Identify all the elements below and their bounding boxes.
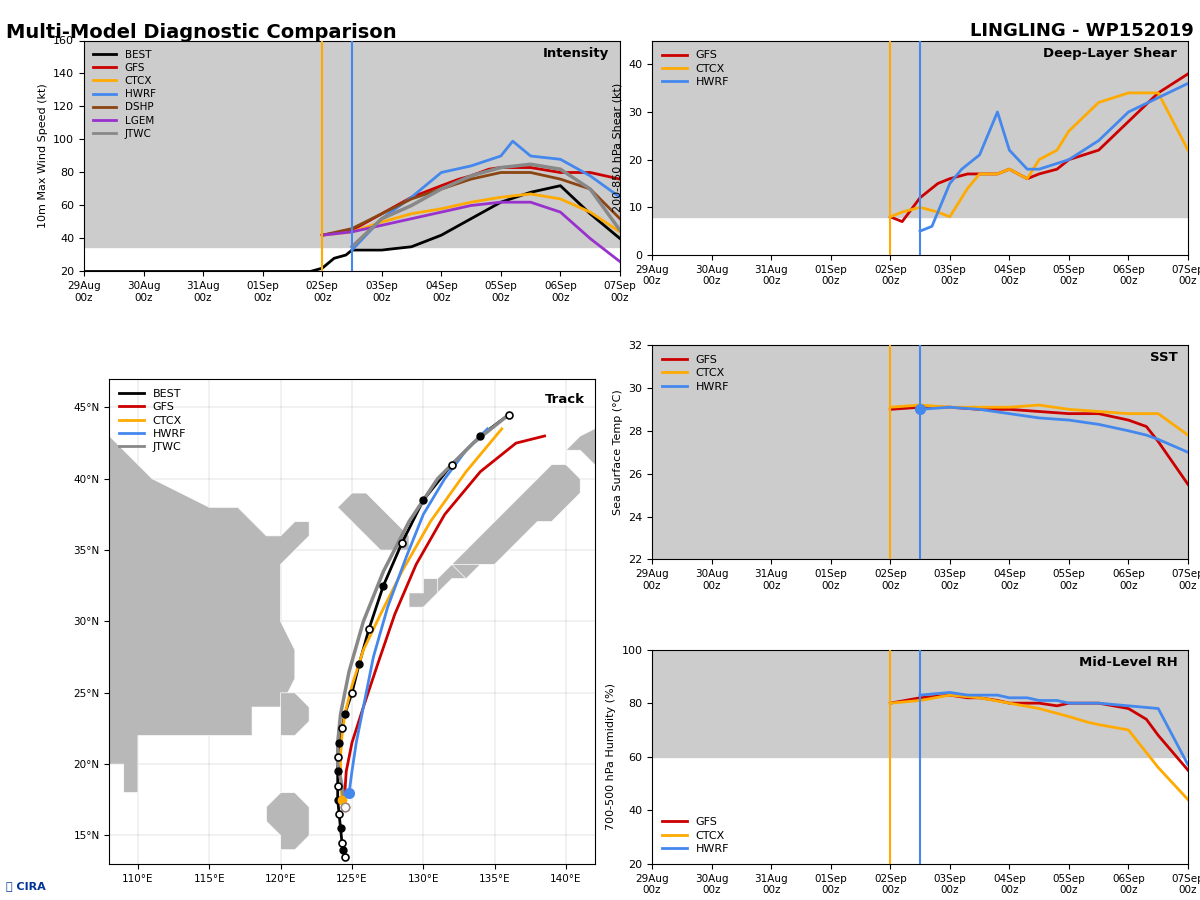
Bar [652, 650, 1188, 703]
Bar [84, 106, 620, 173]
Text: Deep-Layer Shear: Deep-Layer Shear [1044, 47, 1177, 60]
Bar [84, 205, 620, 247]
Polygon shape [409, 579, 438, 608]
Bar [652, 517, 1188, 560]
Legend: GFS, CTCX, HWRF: GFS, CTCX, HWRF [658, 46, 733, 92]
Bar [652, 184, 1188, 217]
Polygon shape [281, 693, 310, 735]
Legend: GFS, CTCX, HWRF: GFS, CTCX, HWRF [658, 813, 733, 859]
Text: Ⓢ CIRA: Ⓢ CIRA [6, 881, 46, 891]
Bar [652, 112, 1188, 184]
Text: LINGLING - WP152019: LINGLING - WP152019 [971, 22, 1194, 40]
Y-axis label: 10m Max Wind Speed (kt): 10m Max Wind Speed (kt) [37, 84, 48, 229]
Bar [652, 473, 1188, 517]
Bar [652, 345, 1188, 431]
Polygon shape [337, 493, 409, 550]
Text: SST: SST [1150, 352, 1177, 365]
Text: Track: Track [545, 393, 584, 407]
Legend: BEST, GFS, CTCX, HWRF, DSHP, LGEM, JTWC: BEST, GFS, CTCX, HWRF, DSHP, LGEM, JTWC [89, 46, 160, 143]
Polygon shape [424, 464, 581, 608]
Y-axis label: Sea Surface Temp (°C): Sea Surface Temp (°C) [612, 390, 623, 515]
Bar [84, 40, 620, 106]
Text: Multi-Model Diagnostic Comparison: Multi-Model Diagnostic Comparison [6, 22, 397, 41]
Bar [652, 703, 1188, 757]
Bar [84, 173, 620, 205]
Text: Mid-Level RH: Mid-Level RH [1079, 656, 1177, 669]
Text: Intensity: Intensity [542, 48, 610, 60]
Bar [652, 40, 1188, 112]
Polygon shape [452, 564, 480, 579]
Legend: GFS, CTCX, HWRF: GFS, CTCX, HWRF [658, 351, 733, 396]
Y-axis label: 700-500 hPa Humidity (%): 700-500 hPa Humidity (%) [606, 683, 616, 831]
Polygon shape [566, 422, 623, 464]
Polygon shape [109, 379, 310, 864]
Polygon shape [266, 793, 310, 850]
Bar [652, 431, 1188, 473]
Y-axis label: 200-850 hPa Shear (kt): 200-850 hPa Shear (kt) [613, 83, 623, 212]
Legend: BEST, GFS, CTCX, HWRF, JTWC: BEST, GFS, CTCX, HWRF, JTWC [115, 384, 191, 456]
